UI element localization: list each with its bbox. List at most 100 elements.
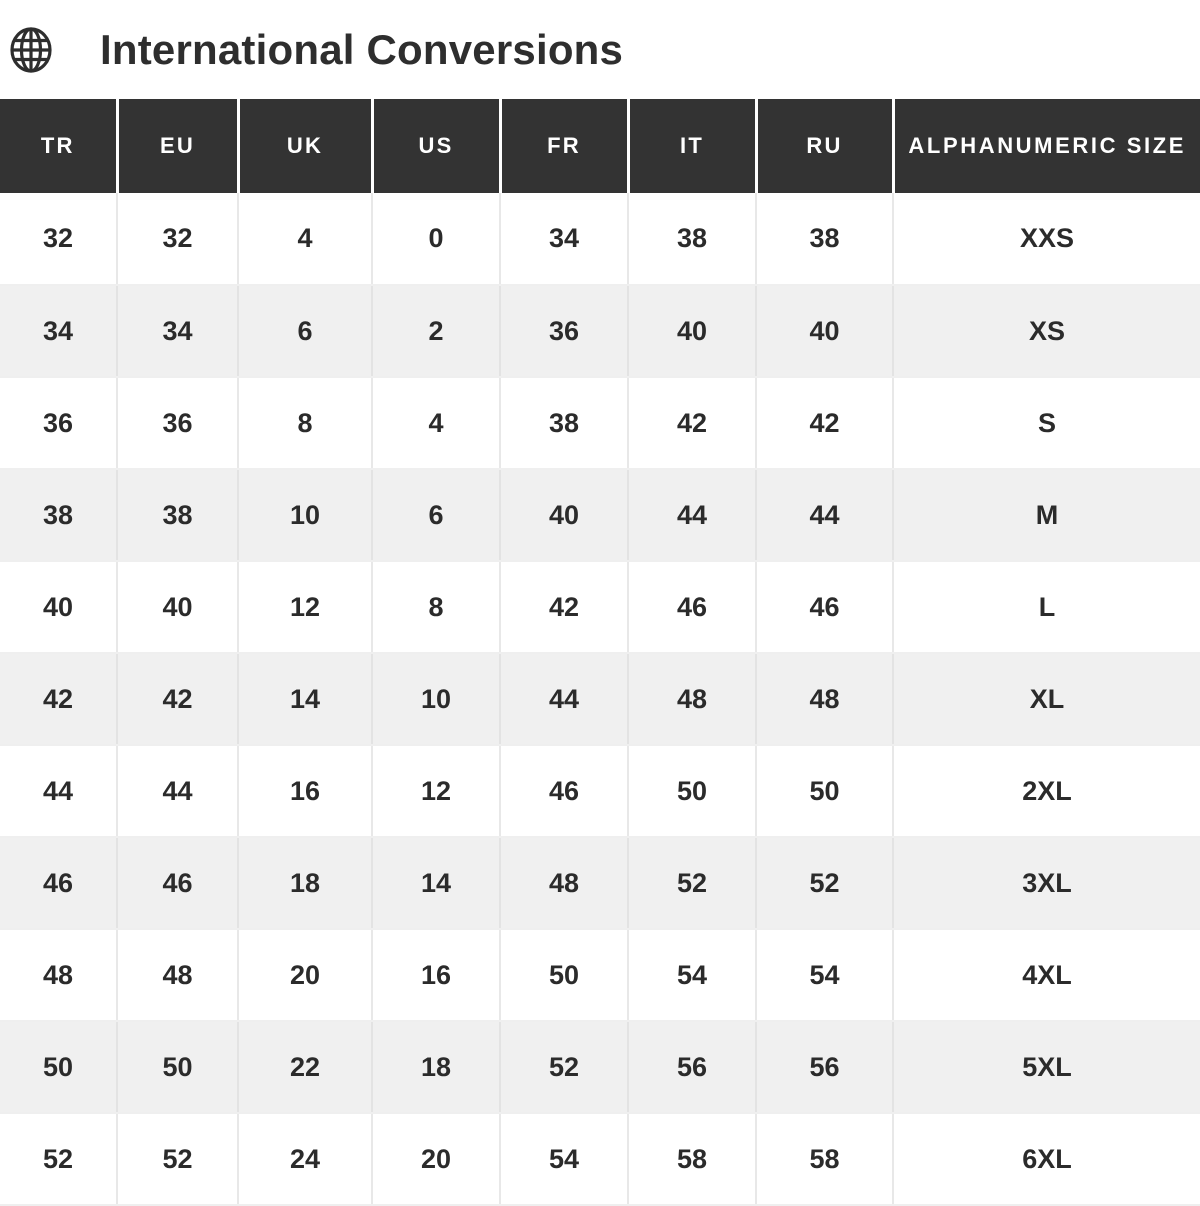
table-row: 52 52 24 20 54 58 58 6XL — [0, 1113, 1200, 1206]
cell-fr: 48 — [499, 837, 628, 930]
column-header-uk[interactable]: UK — [236, 99, 372, 193]
cell-eu: 50 — [116, 1021, 238, 1114]
cell-tr: 42 — [0, 653, 117, 746]
cell-fr: 38 — [499, 377, 628, 470]
cell-uk: 18 — [237, 837, 372, 930]
cell-tr: 50 — [0, 1021, 117, 1114]
column-header-tr[interactable]: TR — [0, 99, 117, 193]
cell-fr: 40 — [499, 469, 628, 562]
cell-fr: 50 — [499, 929, 628, 1022]
cell-fr: 36 — [499, 285, 628, 378]
cell-uk: 4 — [237, 193, 372, 286]
international-size-conversion-table: TR EU UK US FR IT RU ALPHANUMERIC SIZE 3… — [0, 99, 1200, 1206]
cell-ru: 54 — [755, 929, 893, 1022]
cell-eu: 52 — [116, 1113, 238, 1206]
table-header-row: TR EU UK US FR IT RU ALPHANUMERIC SIZE — [0, 99, 1200, 193]
cell-tr: 48 — [0, 929, 117, 1022]
cell-uk: 16 — [237, 745, 372, 838]
cell-uk: 12 — [237, 561, 372, 654]
cell-eu: 34 — [116, 285, 238, 378]
column-header-fr[interactable]: FR — [498, 99, 628, 193]
cell-ru: 38 — [755, 193, 893, 286]
cell-ru: 56 — [755, 1021, 893, 1114]
cell-fr: 44 — [499, 653, 628, 746]
cell-alphanumeric: 2XL — [892, 745, 1200, 838]
table-row: 40 40 12 8 42 46 46 L — [0, 561, 1200, 654]
cell-tr: 32 — [0, 193, 117, 286]
cell-tr: 38 — [0, 469, 117, 562]
cell-alphanumeric: 3XL — [892, 837, 1200, 930]
cell-it: 52 — [627, 837, 756, 930]
table-row: 48 48 20 16 50 54 54 4XL — [0, 929, 1200, 1022]
column-header-ru[interactable]: RU — [754, 99, 893, 193]
table-row: 38 38 10 6 40 44 44 M — [0, 469, 1200, 562]
cell-eu: 40 — [116, 561, 238, 654]
cell-alphanumeric: L — [892, 561, 1200, 654]
table-body: 32 32 4 0 34 38 38 XXS 34 34 6 2 36 40 4… — [0, 193, 1200, 1206]
page-header: International Conversions — [0, 0, 1200, 99]
cell-alphanumeric: 5XL — [892, 1021, 1200, 1114]
table-header: TR EU UK US FR IT RU ALPHANUMERIC SIZE — [0, 99, 1200, 193]
cell-alphanumeric: XS — [892, 285, 1200, 378]
cell-alphanumeric: XXS — [892, 193, 1200, 286]
cell-it: 56 — [627, 1021, 756, 1114]
cell-ru: 58 — [755, 1113, 893, 1206]
cell-uk: 20 — [237, 929, 372, 1022]
cell-it: 50 — [627, 745, 756, 838]
cell-alphanumeric: S — [892, 377, 1200, 470]
cell-it: 54 — [627, 929, 756, 1022]
cell-it: 58 — [627, 1113, 756, 1206]
cell-ru: 50 — [755, 745, 893, 838]
cell-ru: 44 — [755, 469, 893, 562]
cell-tr: 46 — [0, 837, 117, 930]
cell-uk: 8 — [237, 377, 372, 470]
cell-ru: 48 — [755, 653, 893, 746]
cell-it: 40 — [627, 285, 756, 378]
column-header-eu[interactable]: EU — [115, 99, 238, 193]
cell-eu: 38 — [116, 469, 238, 562]
table-row: 46 46 18 14 48 52 52 3XL — [0, 837, 1200, 930]
cell-eu: 42 — [116, 653, 238, 746]
cell-ru: 52 — [755, 837, 893, 930]
cell-us: 10 — [371, 653, 500, 746]
cell-us: 6 — [371, 469, 500, 562]
table-row: 42 42 14 10 44 48 48 XL — [0, 653, 1200, 746]
cell-alphanumeric: 6XL — [892, 1113, 1200, 1206]
page-title: International Conversions — [100, 25, 624, 73]
column-header-alphanumeric-size[interactable]: ALPHANUMERIC SIZE — [891, 99, 1200, 193]
cell-ru: 42 — [755, 377, 893, 470]
cell-tr: 34 — [0, 285, 117, 378]
cell-us: 8 — [371, 561, 500, 654]
cell-it: 44 — [627, 469, 756, 562]
cell-it: 42 — [627, 377, 756, 470]
cell-uk: 14 — [237, 653, 372, 746]
cell-us: 18 — [371, 1021, 500, 1114]
cell-uk: 6 — [237, 285, 372, 378]
cell-eu: 48 — [116, 929, 238, 1022]
cell-eu: 32 — [116, 193, 238, 286]
cell-fr: 42 — [499, 561, 628, 654]
table-row: 34 34 6 2 36 40 40 XS — [0, 285, 1200, 378]
cell-alphanumeric: M — [892, 469, 1200, 562]
cell-us: 2 — [371, 285, 500, 378]
column-header-it[interactable]: IT — [626, 99, 756, 193]
cell-tr: 36 — [0, 377, 117, 470]
globe-icon — [8, 26, 54, 73]
cell-ru: 46 — [755, 561, 893, 654]
cell-tr: 40 — [0, 561, 117, 654]
cell-fr: 54 — [499, 1113, 628, 1206]
table-row: 36 36 8 4 38 42 42 S — [0, 377, 1200, 470]
cell-it: 46 — [627, 561, 756, 654]
table-row: 50 50 22 18 52 56 56 5XL — [0, 1021, 1200, 1114]
cell-uk: 22 — [237, 1021, 372, 1114]
cell-us: 16 — [371, 929, 500, 1022]
cell-eu: 36 — [116, 377, 238, 470]
cell-uk: 10 — [237, 469, 372, 562]
cell-it: 38 — [627, 193, 756, 286]
cell-fr: 46 — [499, 745, 628, 838]
cell-alphanumeric: XL — [892, 653, 1200, 746]
cell-us: 4 — [371, 377, 500, 470]
cell-ru: 40 — [755, 285, 893, 378]
column-header-us[interactable]: US — [370, 99, 500, 193]
